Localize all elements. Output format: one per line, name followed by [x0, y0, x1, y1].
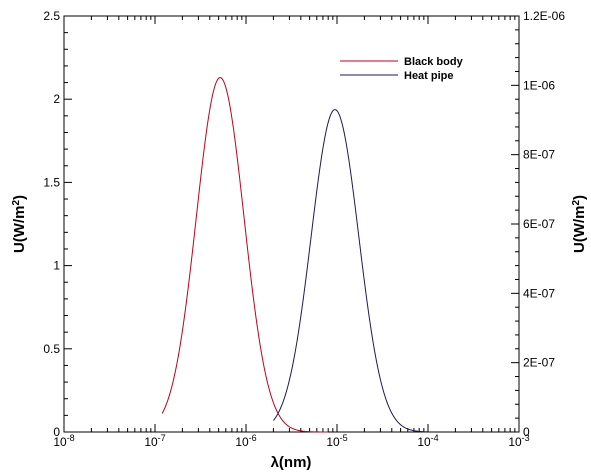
x-tick-label: 10-6 [235, 433, 256, 449]
y-left-tick-label: 0 [53, 425, 60, 439]
y-right-tick-label: 1E-06 [523, 78, 555, 92]
y-axis-right-title: U(W/m2) [571, 195, 589, 253]
y-left-tick-label: 1.5 [43, 175, 60, 189]
y-right-tick-label: 2E-07 [523, 356, 555, 370]
y-right-tick-label: 0 [523, 425, 530, 439]
legend: Black body Heat pipe [340, 56, 464, 82]
series-layer [161, 77, 429, 433]
x-tick-label: 10-4 [417, 433, 438, 449]
x-tick-label: 10-7 [144, 433, 165, 449]
y-axis-left-ticks: 0 0.5 1 1.5 2 2.5 [43, 9, 72, 439]
x-tick-label: 10-3 [508, 433, 529, 449]
y-axis-right-ticks: 0 2E-07 4E-07 6E-07 8E-07 1E-06 1.2E-06 [511, 9, 565, 439]
y-left-tick-label: 0.5 [43, 342, 60, 356]
y-axis-left-title: U(W/m2) [11, 195, 29, 253]
y-right-tick-label: 6E-07 [523, 217, 555, 231]
y-right-tick-label: 4E-07 [523, 286, 555, 300]
x-tick-label: 10-8 [53, 433, 74, 449]
legend-label-black-body: Black body [404, 56, 464, 68]
x-axis-title: λ(nm) [271, 454, 312, 471]
series-line-heat-pipe [272, 109, 429, 433]
legend-label-heat-pipe: Heat pipe [404, 70, 454, 82]
y-right-tick-label: 1.2E-06 [523, 9, 565, 23]
y-right-tick-label: 8E-07 [523, 148, 555, 162]
y-left-tick-label: 2 [53, 92, 60, 106]
y-left-tick-label: 1 [53, 259, 60, 273]
x-axis-ticks: 10-8 10-7 10-6 10-5 10-4 10-3 [53, 16, 530, 449]
series-line-black-body [161, 77, 329, 433]
y-left-tick-label: 2.5 [43, 9, 60, 23]
x-tick-label: 10-5 [326, 433, 347, 449]
